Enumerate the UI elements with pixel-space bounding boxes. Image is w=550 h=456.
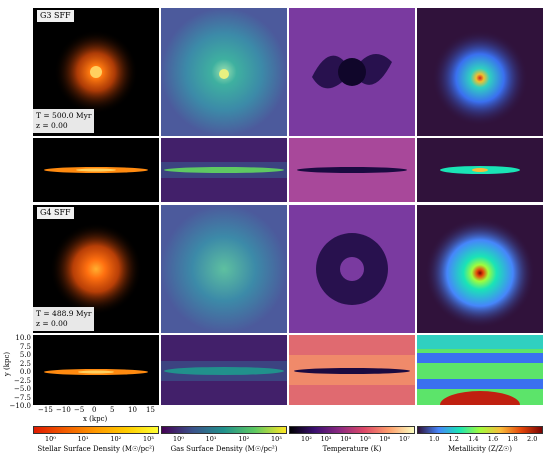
x-tick-label: −10 — [56, 406, 71, 414]
g4-metallicity-edgeon — [417, 335, 543, 405]
colorbar-gradient — [33, 426, 159, 434]
colorbar-gradient — [289, 426, 415, 434]
x-tick-label: 15 — [146, 406, 155, 414]
g4-info-box: T = 488.9 Myr z = 0.00 — [33, 307, 95, 331]
g4-metallicity-faceon — [417, 205, 543, 333]
x-axis-label: x (kpc) — [83, 415, 108, 423]
colorbar-tick-label: 10⁵ — [359, 435, 371, 443]
g3-metallicity-edgeon — [417, 138, 543, 202]
x-tick-label: 10 — [128, 406, 137, 414]
x-tick-label: 0 — [92, 406, 97, 414]
x-tick-label: −5 — [74, 406, 85, 414]
g3-temperature-edgeon — [289, 138, 415, 202]
colorbar-tick-label: 10² — [238, 435, 250, 443]
g4-gas-faceon — [161, 205, 287, 333]
colorbar-tick-label: 10⁰ — [173, 435, 184, 443]
g4-temperature-edgeon — [289, 335, 415, 405]
g3-metallicity-faceon — [417, 8, 543, 136]
x-tick-label: −15 — [38, 406, 53, 414]
colorbar-tick-label: 1.0 — [429, 435, 440, 443]
colorbar-tick-label: 10¹ — [205, 435, 217, 443]
y-tick-label: 7.5 — [19, 342, 31, 351]
colorbar-gradient — [161, 426, 287, 434]
colorbar-label: Stellar Surface Density (M☉/pc²) — [37, 445, 155, 453]
g3-gas-edgeon — [161, 138, 287, 202]
g3-info-box: T = 500.0 Myr z = 0.00 — [33, 109, 95, 133]
y-tick-label: −7.5 — [14, 393, 31, 402]
colorbar-tick-label: 10⁶ — [379, 435, 391, 443]
g3-redshift: z = 0.00 — [36, 121, 68, 130]
colorbar-tick-label: 10⁴ — [340, 435, 352, 443]
colorbar-label: Temperature (K) — [322, 445, 382, 453]
colorbar-tick-label: 1.6 — [487, 435, 499, 443]
g4-time: T = 488.9 Myr — [36, 309, 92, 318]
g4-temperature-faceon — [289, 205, 415, 333]
g3-time: T = 500.0 Myr — [36, 111, 92, 120]
x-tick-label: 5 — [110, 406, 115, 414]
y-tick-label: −10.0 — [9, 402, 31, 410]
g4-label: G4 SFF — [37, 207, 74, 219]
g4-redshift: z = 0.00 — [36, 319, 68, 328]
y-axis-label: y (kpc) — [3, 351, 12, 377]
g3-gas-faceon — [161, 8, 287, 136]
colorbar-tick-label: 10¹ — [77, 435, 89, 443]
colorbar-tick-label: 1.8 — [507, 435, 518, 443]
colorbar-tick-label: 10⁷ — [399, 435, 410, 443]
y-tick-label: 2.5 — [19, 359, 31, 368]
colorbar-label: Gas Surface Density (M☉/pc²) — [170, 445, 278, 453]
y-tick-label: −2.5 — [14, 376, 31, 385]
g4-stellar-faceon — [33, 205, 159, 333]
y-tick-label: 10.0 — [15, 334, 31, 342]
y-tick-label: 0.0 — [19, 368, 31, 376]
colorbar-tick-label: 10⁰ — [45, 435, 56, 443]
g4-stellar-edgeon — [33, 335, 159, 405]
colorbar-tick-label: 1.2 — [448, 435, 459, 443]
colorbar-tick-label: 10³ — [320, 435, 332, 443]
g3-stellar-edgeon — [33, 138, 159, 202]
colorbar-tick-label: 2.0 — [527, 435, 538, 443]
colorbar-tick-label: 10³ — [143, 435, 154, 443]
colorbar-gradient — [417, 426, 543, 434]
g3-temperature-faceon — [289, 8, 415, 136]
y-tick-label: −5.0 — [14, 385, 31, 393]
colorbar-tick-label: 10² — [301, 435, 312, 443]
g3-label: G3 SFF — [37, 10, 74, 22]
g4-gas-edgeon — [161, 335, 287, 405]
colorbar-label: Metallicity (Z/Z☉) — [448, 445, 512, 453]
colorbar-tick-label: 10² — [110, 435, 122, 443]
colorbar-tick-label: 10³ — [271, 435, 282, 443]
y-tick-label: 5.0 — [19, 351, 31, 359]
colorbar-tick-label: 1.4 — [468, 435, 479, 443]
